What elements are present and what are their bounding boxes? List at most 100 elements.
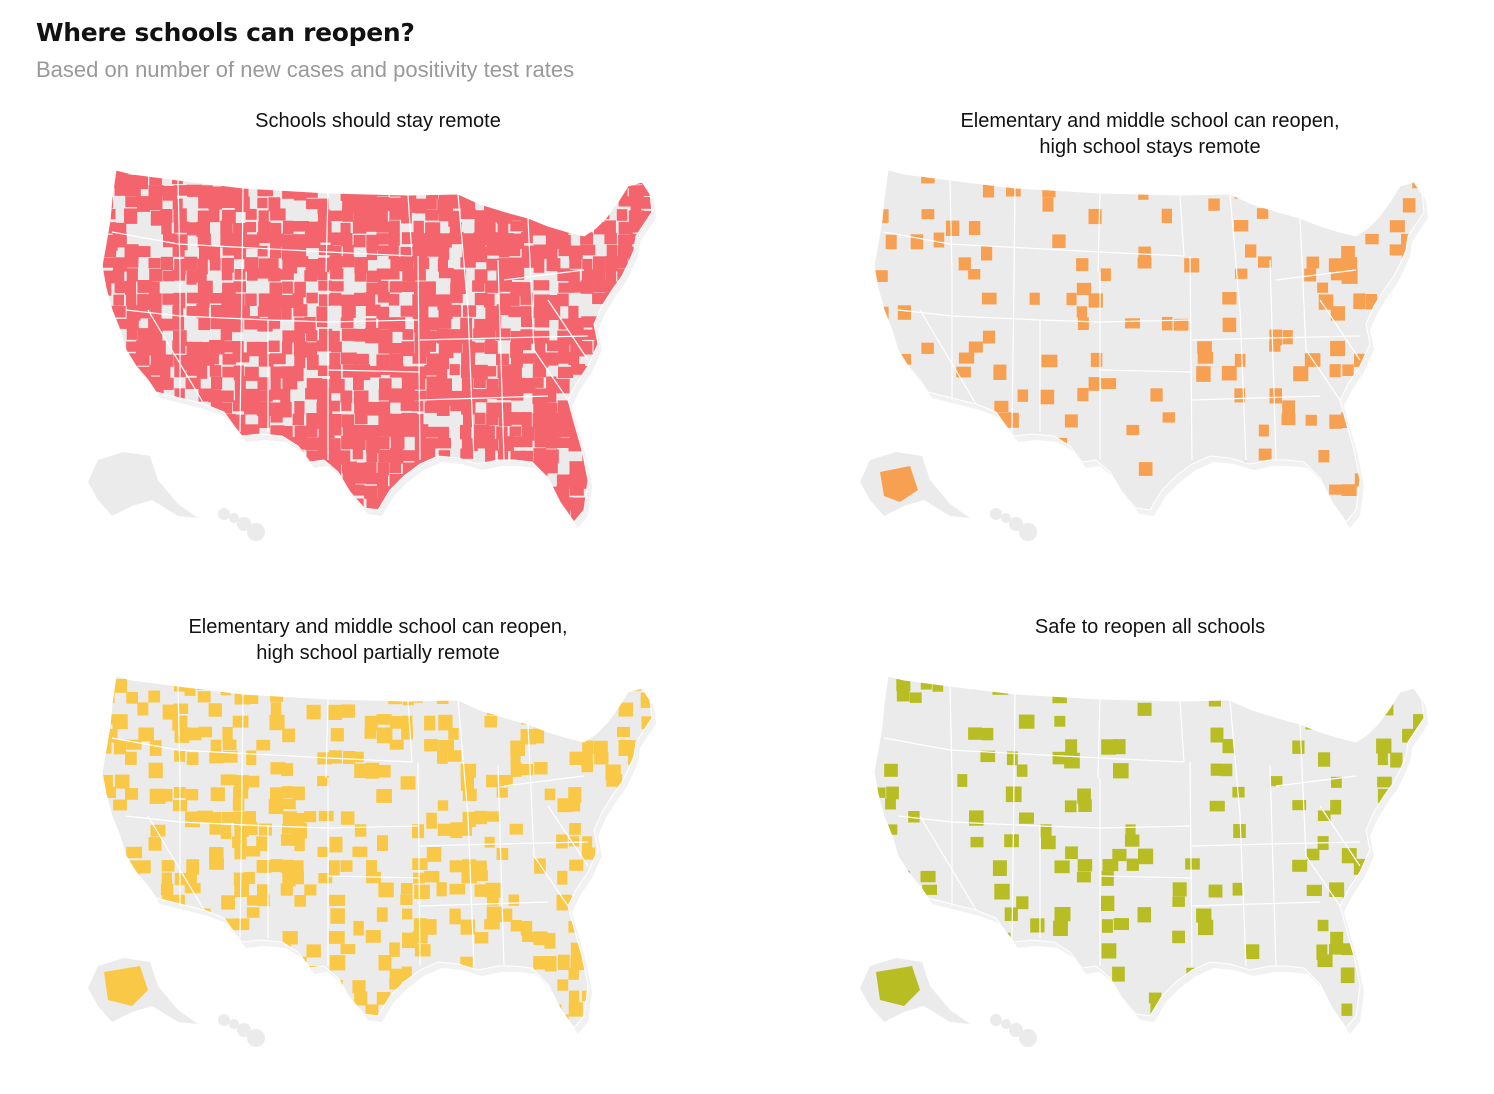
- county-patch: [222, 942, 237, 958]
- county-patch: [293, 508, 308, 522]
- county-patch: [186, 967, 199, 978]
- county-patch: [318, 294, 331, 306]
- county-patch: [910, 234, 924, 250]
- county-patch: [293, 956, 307, 972]
- county-patch: [641, 485, 652, 500]
- county-patch: [352, 980, 366, 994]
- county-patch: [1329, 882, 1345, 897]
- county-patch: [329, 256, 343, 270]
- county-patch: [162, 895, 178, 907]
- county-patch: [426, 486, 437, 498]
- county-patch: [269, 450, 285, 465]
- county-patch: [593, 173, 605, 186]
- county-patch: [390, 716, 404, 729]
- county-patch: [498, 775, 513, 787]
- county-patch: [1318, 197, 1331, 210]
- county-patch: [149, 196, 163, 210]
- county-patch: [497, 991, 510, 1007]
- county-patch: [90, 306, 101, 322]
- county-patch: [424, 401, 439, 413]
- county-patch: [172, 316, 185, 330]
- county-patch: [412, 680, 427, 692]
- county-patch: [945, 979, 957, 993]
- county-patch: [340, 450, 351, 465]
- county-patch: [90, 258, 101, 271]
- county-patch: [258, 978, 269, 994]
- county-patch: [247, 270, 258, 281]
- county-patch: [485, 510, 499, 522]
- county-patch: [1064, 800, 1077, 813]
- county-patch: [664, 198, 679, 208]
- county-patch: [293, 184, 307, 201]
- state-borders: [883, 685, 1361, 967]
- county-patch: [653, 427, 668, 440]
- county-patch: [1340, 170, 1356, 173]
- county-patch: [628, 860, 640, 875]
- county-patch: [1077, 317, 1089, 330]
- county-patch: [874, 835, 875, 847]
- county-patch: [426, 812, 437, 829]
- county-patch: [510, 282, 522, 296]
- county-patch: [631, 317, 643, 334]
- us-outline: [873, 169, 1425, 523]
- county-patch: [473, 487, 487, 501]
- county-patch: [642, 281, 652, 296]
- county-patch: [533, 448, 547, 463]
- county-patch: [1352, 692, 1365, 707]
- county-patch: [389, 388, 403, 403]
- county-patch: [1234, 353, 1246, 367]
- county-patch: [127, 533, 142, 548]
- county-patch: [257, 306, 271, 317]
- county-patch: [113, 678, 127, 693]
- county-patch: [281, 460, 296, 471]
- county-patch: [874, 860, 878, 877]
- county-patch: [376, 425, 393, 437]
- county-patch: [160, 980, 175, 994]
- county-patch: [1101, 508, 1113, 522]
- county-patch: [246, 341, 260, 357]
- county-patch: [628, 920, 645, 932]
- county-patch: [376, 764, 391, 778]
- state-borders: [883, 179, 1361, 461]
- county-patch: [1235, 268, 1248, 279]
- county-patch: [1354, 353, 1365, 367]
- county-patch: [617, 437, 630, 450]
- county-patch: [246, 822, 258, 835]
- county-patch: [402, 1015, 417, 1028]
- county-patch: [568, 714, 582, 729]
- county-patch: [1438, 161, 1449, 177]
- county-patch: [125, 377, 140, 390]
- county-patch: [209, 919, 222, 934]
- county-patch: [994, 400, 1009, 413]
- county-patch: [244, 401, 260, 415]
- county-patch: [616, 209, 628, 221]
- county-patch: [232, 234, 247, 249]
- county-patch: [1427, 460, 1440, 473]
- hawaii: [218, 508, 265, 541]
- county-patch: [413, 220, 424, 236]
- county-patch: [1053, 920, 1068, 936]
- county-patch: [921, 173, 935, 184]
- county-patch: [556, 474, 570, 489]
- county-patch: [545, 486, 558, 499]
- county-patch: [329, 170, 341, 171]
- county-patch: [886, 401, 898, 417]
- county-patch: [185, 484, 197, 498]
- county-patch: [172, 305, 184, 321]
- county-patch: [1318, 752, 1331, 767]
- county-patch: [197, 691, 211, 703]
- county-patch: [270, 246, 281, 259]
- county-patch: [376, 907, 388, 922]
- county-patch: [233, 484, 249, 499]
- county-patch: [161, 860, 175, 872]
- county-patch: [436, 318, 452, 329]
- county-patch: [1078, 799, 1092, 812]
- county-patch: [1426, 907, 1442, 918]
- county-patch: [653, 233, 666, 249]
- county-patch: [557, 330, 573, 345]
- county-patch: [619, 522, 634, 534]
- us-land: [874, 170, 1424, 522]
- county-patch: [958, 352, 975, 364]
- county-patch: [1283, 532, 1293, 543]
- county-patch: [486, 413, 499, 426]
